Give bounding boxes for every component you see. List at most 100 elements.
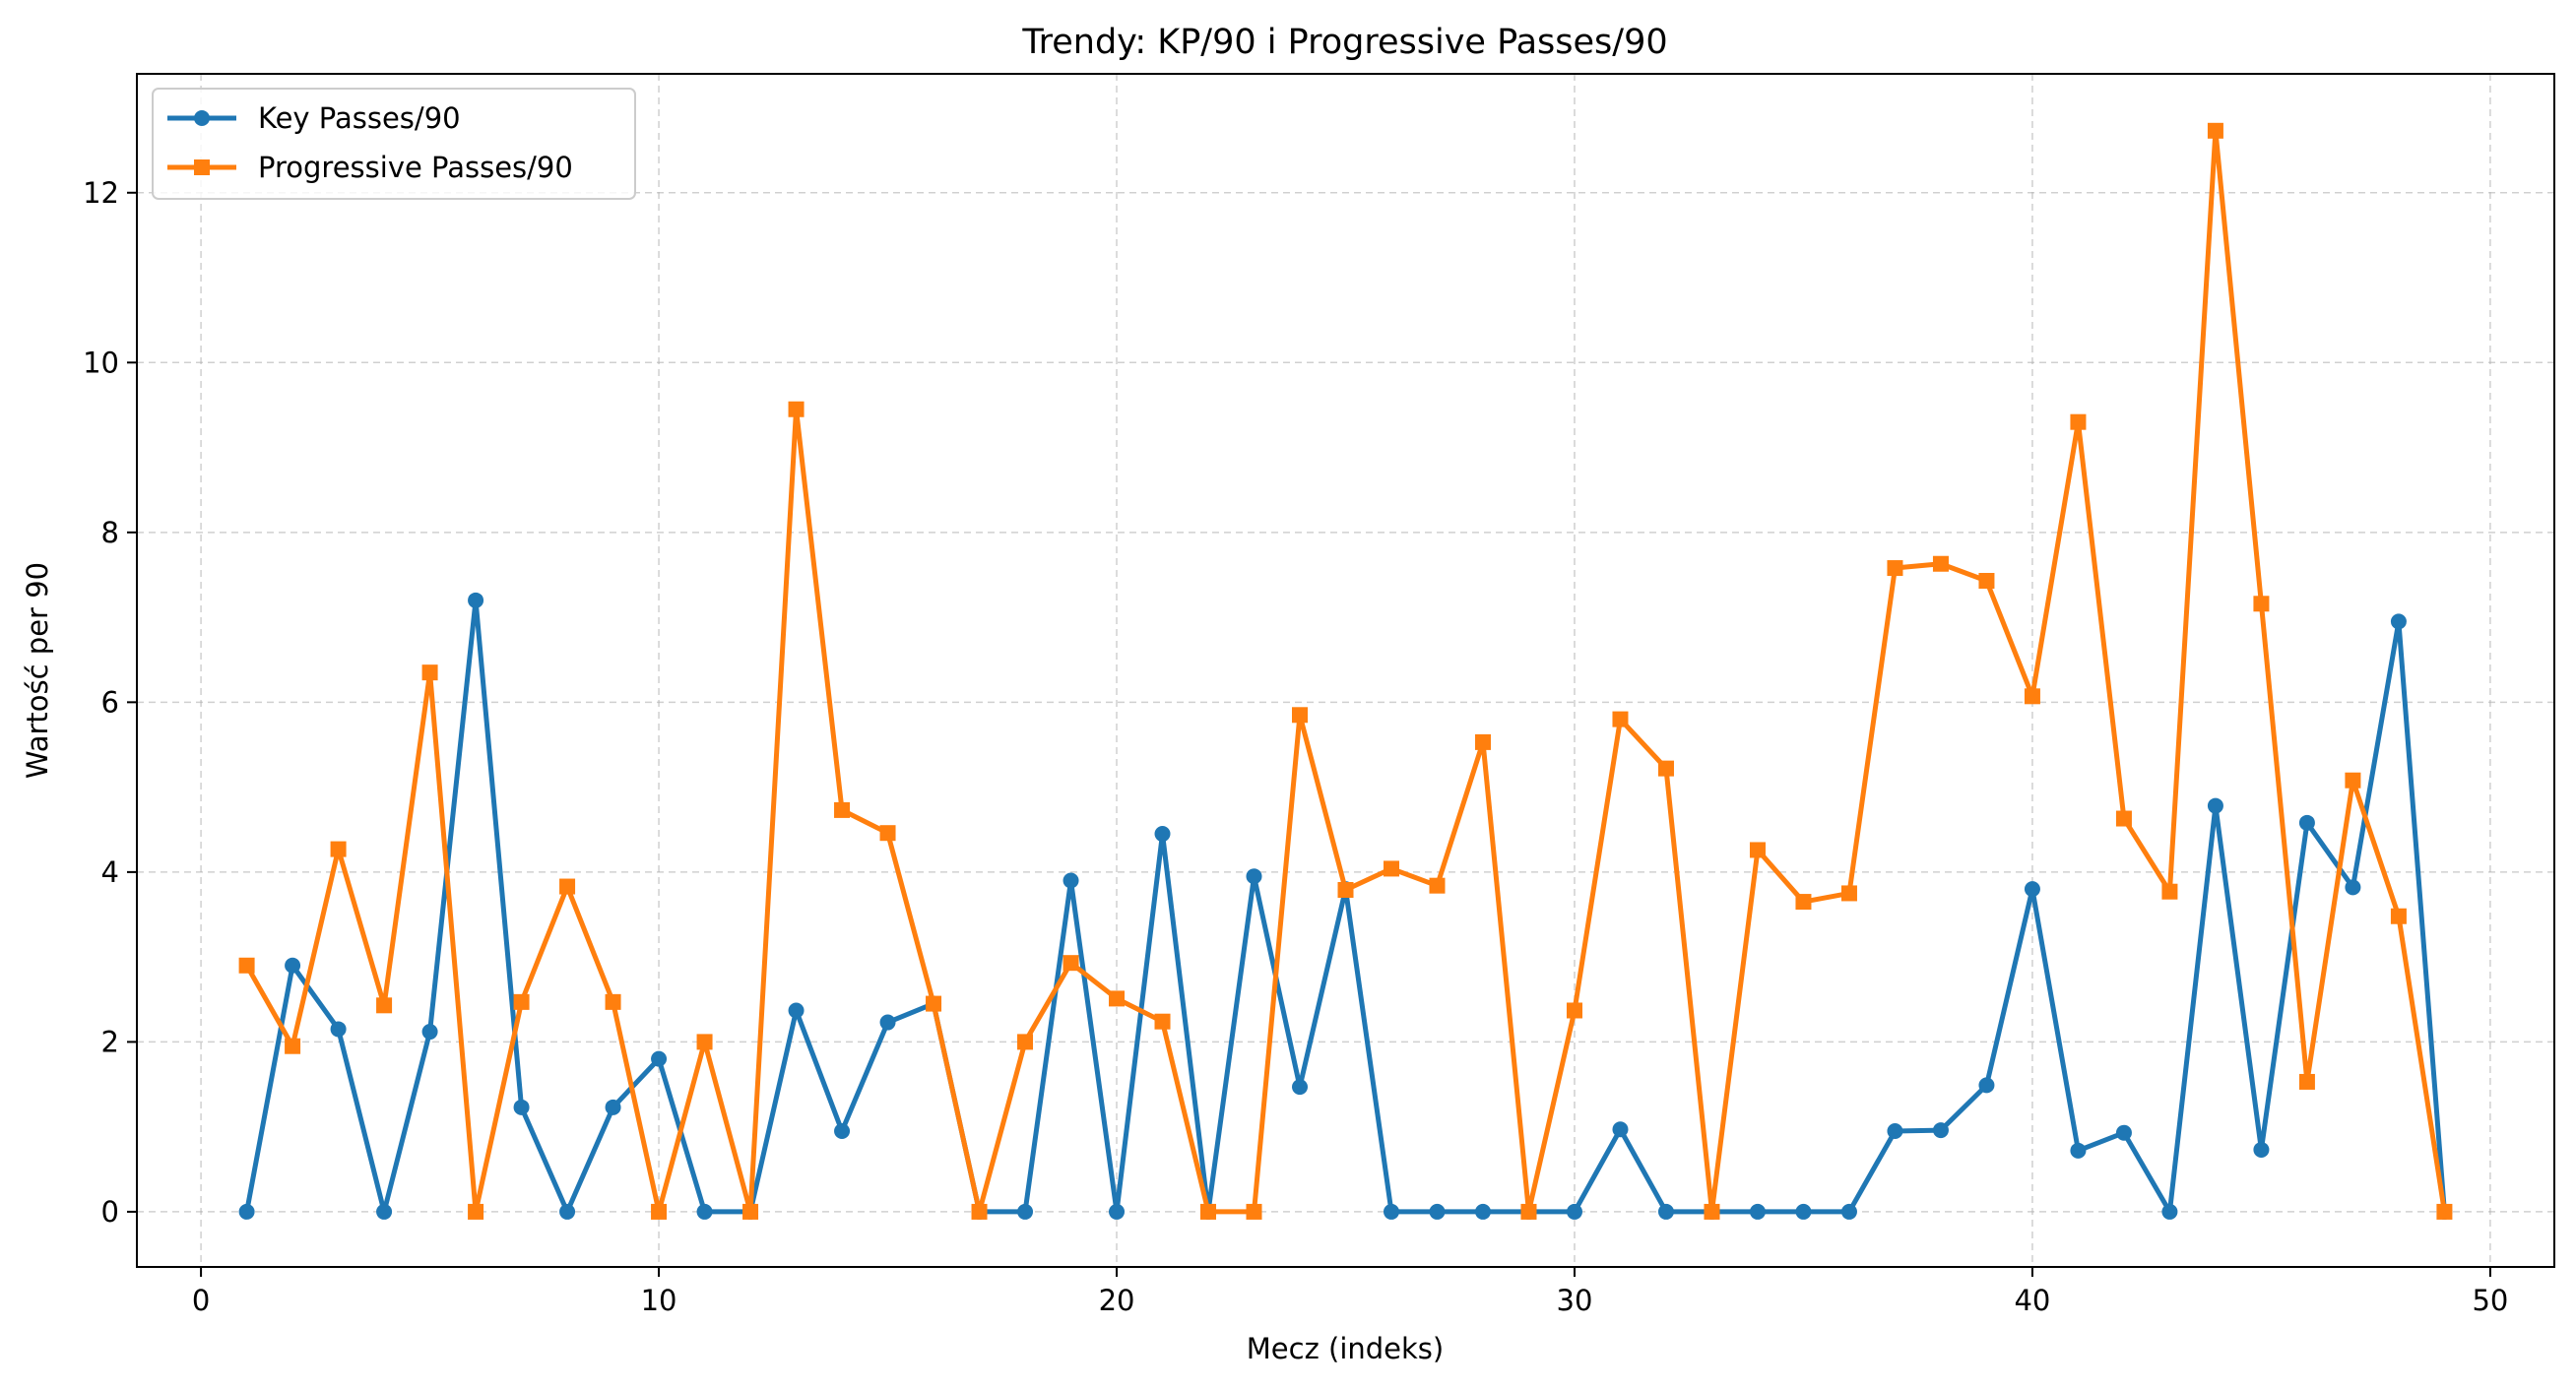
legend-label-key-passes: Key Passes/90 [258,101,461,135]
legend-box [152,88,636,200]
data-point [559,1203,576,1220]
data-point [468,592,484,608]
data-point [2345,772,2361,789]
data-point [2436,1203,2453,1220]
data-point [1474,733,1491,750]
y-axis-ticks: 0 2 4 6 8 10 12 [83,176,137,1229]
data-point [605,993,621,1010]
data-point [1978,572,1995,589]
data-point [834,1122,851,1139]
y-tick-label: 4 [101,855,119,889]
data-point [1795,1203,1812,1220]
data-point [2345,879,2361,896]
data-point [1887,560,1903,577]
data-point [1292,1079,1309,1096]
data-point [330,841,347,857]
data-point [651,1203,668,1220]
data-point [1109,1203,1126,1220]
x-tick-label: 0 [192,1284,210,1317]
data-point [1337,881,1354,898]
data-point [1246,868,1262,885]
data-point [1932,555,1949,572]
x-tick-label: 50 [2472,1284,2508,1317]
data-point [1017,1034,1034,1050]
data-point [651,1050,668,1067]
chart-title: Trendy: KP/90 i Progressive Passes/90 [1021,23,1667,62]
data-point [1840,885,1857,902]
series-1 [238,122,2453,1220]
data-point [1612,711,1629,727]
data-point [1017,1203,1034,1220]
y-tick-label: 8 [101,516,119,549]
legend-label-progressive-passes: Progressive Passes/90 [258,151,573,184]
data-point [376,997,393,1014]
legend-marker-key-passes [194,110,210,126]
data-point [742,1203,759,1220]
y-tick-label: 0 [101,1195,119,1229]
y-axis-label: Wartość per 90 [21,562,54,779]
data-point [1566,1203,1582,1220]
data-point [1887,1122,1903,1139]
data-point [1292,707,1309,724]
data-point [559,878,576,895]
x-tick-label: 20 [1099,1284,1135,1317]
data-point [1383,860,1399,877]
data-point [1474,1203,1491,1220]
y-tick-label: 12 [83,176,119,210]
data-point [468,1203,484,1220]
data-point [696,1203,713,1220]
data-point [2070,413,2087,430]
data-point [1566,1002,1582,1019]
data-point [285,957,301,974]
data-point [1657,760,1674,777]
data-point [1429,877,1446,894]
data-point [1109,990,1126,1007]
y-tick-label: 10 [83,346,119,379]
data-point [788,1002,805,1019]
data-point [513,1099,530,1115]
data-point [421,1024,438,1041]
data-point [1246,1203,1262,1220]
data-point [1200,1203,1217,1220]
data-point [421,664,438,681]
data-point [1749,842,1766,858]
data-point [2207,797,2223,814]
data-point [2115,1124,2132,1141]
data-point [2115,810,2132,827]
data-point [971,1203,988,1220]
data-point [879,825,896,842]
data-point [2390,613,2407,630]
data-point [1932,1122,1949,1139]
data-point [1154,1013,1171,1030]
data-point [1063,872,1079,889]
data-point [2024,688,2040,705]
data-point [1795,894,1812,911]
data-point [1154,826,1171,843]
data-point [2390,908,2407,924]
plot-series [238,122,2453,1220]
x-axis-ticks: 0 10 20 30 40 50 [192,1267,2508,1317]
data-point [513,993,530,1010]
data-point [834,801,851,818]
legend: Key Passes/90 Progressive Passes/90 [152,88,636,200]
data-point [2298,814,2315,831]
data-point [2207,122,2223,139]
data-point [1657,1203,1674,1220]
data-point [2253,1141,2270,1158]
data-point [1840,1203,1857,1220]
data-point [285,1038,301,1054]
data-point [926,995,942,1012]
x-axis-label: Mecz (indeks) [1247,1332,1444,1365]
data-point [376,1203,393,1220]
data-point [1749,1203,1766,1220]
x-tick-label: 30 [1557,1284,1593,1317]
data-point [1704,1203,1720,1220]
legend-marker-progressive-passes [194,159,210,175]
data-point [2253,596,2270,612]
data-point [2070,1142,2087,1159]
data-point [1612,1121,1629,1138]
data-point [1063,955,1079,972]
data-point [788,401,805,417]
y-tick-label: 2 [101,1025,119,1058]
